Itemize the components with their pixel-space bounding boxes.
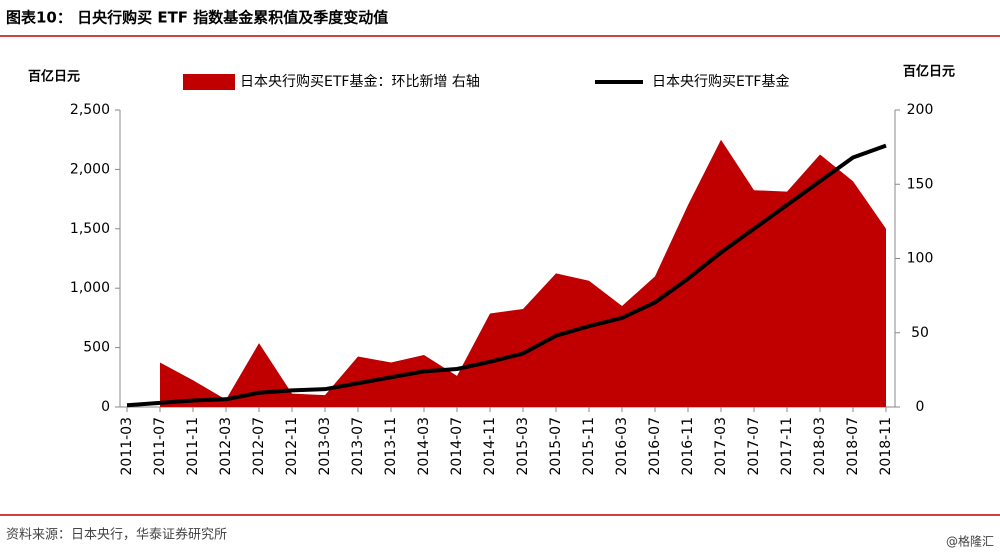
x-tick-label: 2013-03 bbox=[317, 417, 333, 476]
x-tick-label: 2017-07 bbox=[746, 417, 762, 476]
x-tick-label: 2011-11 bbox=[185, 417, 201, 476]
chart-title: 图表10： 日央行购买 ETF 指数基金累积值及季度变动值 bbox=[6, 9, 388, 27]
x-tick-label: 2018-03 bbox=[812, 417, 828, 476]
y2-tick-label: 50 bbox=[911, 325, 929, 341]
y2-tick-label: 150 bbox=[907, 176, 934, 192]
area bbox=[160, 139, 886, 407]
x-tick-label: 2014-07 bbox=[449, 417, 465, 476]
y2-tick-label: 0 bbox=[916, 399, 925, 415]
y-tick-label: 1,500 bbox=[70, 221, 110, 237]
x-tick-label: 2014-03 bbox=[416, 417, 432, 476]
x-tick-label: 2013-07 bbox=[350, 417, 366, 476]
x-tick-label: 2017-03 bbox=[713, 417, 729, 476]
x-tick-label: 2012-07 bbox=[251, 417, 267, 476]
x-tick-label: 2018-07 bbox=[845, 417, 861, 476]
y-tick-label: 0 bbox=[101, 399, 110, 415]
y-tick-label: 500 bbox=[83, 340, 110, 356]
y2-tick-label: 200 bbox=[907, 102, 934, 118]
x-tick-label: 2015-11 bbox=[581, 417, 597, 476]
y-tick-label: 1,000 bbox=[70, 280, 110, 296]
x-tick-label: 2013-11 bbox=[383, 417, 399, 476]
x-tick-label: 2012-03 bbox=[218, 417, 234, 476]
x-tick-label: 2017-11 bbox=[779, 417, 795, 476]
y-axis-label: 百亿日元 bbox=[28, 69, 80, 85]
y2-axis-label: 百亿日元 bbox=[903, 64, 955, 80]
legend-label: 日本央行购买ETF基金 bbox=[652, 73, 789, 90]
line bbox=[126, 143, 887, 408]
x-tick-label: 2011-03 bbox=[119, 417, 135, 476]
x-tick-label: 2018-11 bbox=[878, 417, 894, 476]
x-tick-label: 2012-11 bbox=[284, 417, 300, 476]
x-tick-label: 2016-07 bbox=[647, 417, 663, 476]
y2-tick-label: 100 bbox=[907, 251, 934, 267]
x-tick-label: 2014-11 bbox=[482, 417, 498, 476]
y-tick-label: 2,500 bbox=[70, 102, 110, 118]
source: 资料来源：日本央行，华泰证券研究所 bbox=[6, 527, 227, 543]
x-tick-label: 2016-11 bbox=[680, 417, 696, 476]
legend-label: 日本央行购买ETF基金：环比新增 右轴 bbox=[240, 73, 480, 90]
x-tick-label: 2011-07 bbox=[152, 417, 168, 476]
legend-swatch bbox=[183, 74, 235, 90]
x-tick-label: 2015-03 bbox=[515, 417, 531, 476]
x-tick-label: 2015-07 bbox=[548, 417, 564, 476]
y-tick-label: 2,000 bbox=[70, 161, 110, 177]
x-tick-label: 2016-03 bbox=[614, 417, 630, 476]
watermark: @格隆汇 bbox=[946, 534, 994, 549]
